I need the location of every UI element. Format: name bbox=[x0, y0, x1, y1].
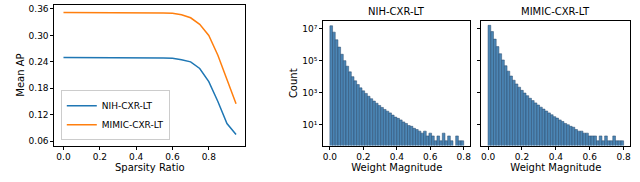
svg-text:0.6: 0.6 bbox=[165, 152, 180, 162]
svg-text:Weight Magnitude: Weight Magnitude bbox=[510, 162, 601, 173]
svg-text:NIH-CXR-LT: NIH-CXR-LT bbox=[368, 6, 425, 17]
svg-text:NIH-CXR-LT: NIH-CXR-LT bbox=[102, 101, 153, 111]
svg-text:10³: 10³ bbox=[302, 88, 317, 98]
svg-text:0.0: 0.0 bbox=[323, 152, 338, 162]
svg-text:Count: Count bbox=[288, 68, 299, 98]
svg-text:0.6: 0.6 bbox=[423, 152, 438, 162]
svg-text:0.6: 0.6 bbox=[583, 152, 598, 162]
svg-text:0.36: 0.36 bbox=[29, 4, 49, 14]
svg-text:0.2: 0.2 bbox=[93, 152, 107, 162]
svg-text:0.0: 0.0 bbox=[481, 152, 496, 162]
svg-text:0.0: 0.0 bbox=[56, 152, 71, 162]
svg-text:0.06: 0.06 bbox=[29, 136, 49, 146]
svg-text:Mean AP: Mean AP bbox=[15, 53, 26, 96]
svg-text:0.8: 0.8 bbox=[616, 152, 631, 162]
svg-text:0.2: 0.2 bbox=[515, 152, 529, 162]
svg-text:Weight Magnitude: Weight Magnitude bbox=[351, 162, 442, 173]
svg-text:10¹: 10¹ bbox=[302, 120, 317, 130]
svg-text:Sparsity Ratio: Sparsity Ratio bbox=[115, 162, 185, 173]
svg-text:10⁵: 10⁵ bbox=[302, 56, 317, 66]
svg-text:MIMIC-CXR-LT: MIMIC-CXR-LT bbox=[102, 120, 164, 130]
svg-text:0.8: 0.8 bbox=[457, 152, 472, 162]
svg-text:0.12: 0.12 bbox=[29, 110, 49, 120]
svg-text:MIMIC-CXR-LT: MIMIC-CXR-LT bbox=[521, 6, 590, 17]
svg-text:0.4: 0.4 bbox=[390, 152, 405, 162]
svg-text:0.4: 0.4 bbox=[549, 152, 564, 162]
svg-text:0.2: 0.2 bbox=[356, 152, 370, 162]
svg-text:0.24: 0.24 bbox=[29, 57, 49, 67]
svg-text:0.18: 0.18 bbox=[29, 83, 49, 93]
svg-text:0.4: 0.4 bbox=[129, 152, 144, 162]
svg-text:0.8: 0.8 bbox=[202, 152, 217, 162]
svg-text:0.30: 0.30 bbox=[29, 31, 49, 41]
svg-text:10⁷: 10⁷ bbox=[302, 24, 317, 34]
